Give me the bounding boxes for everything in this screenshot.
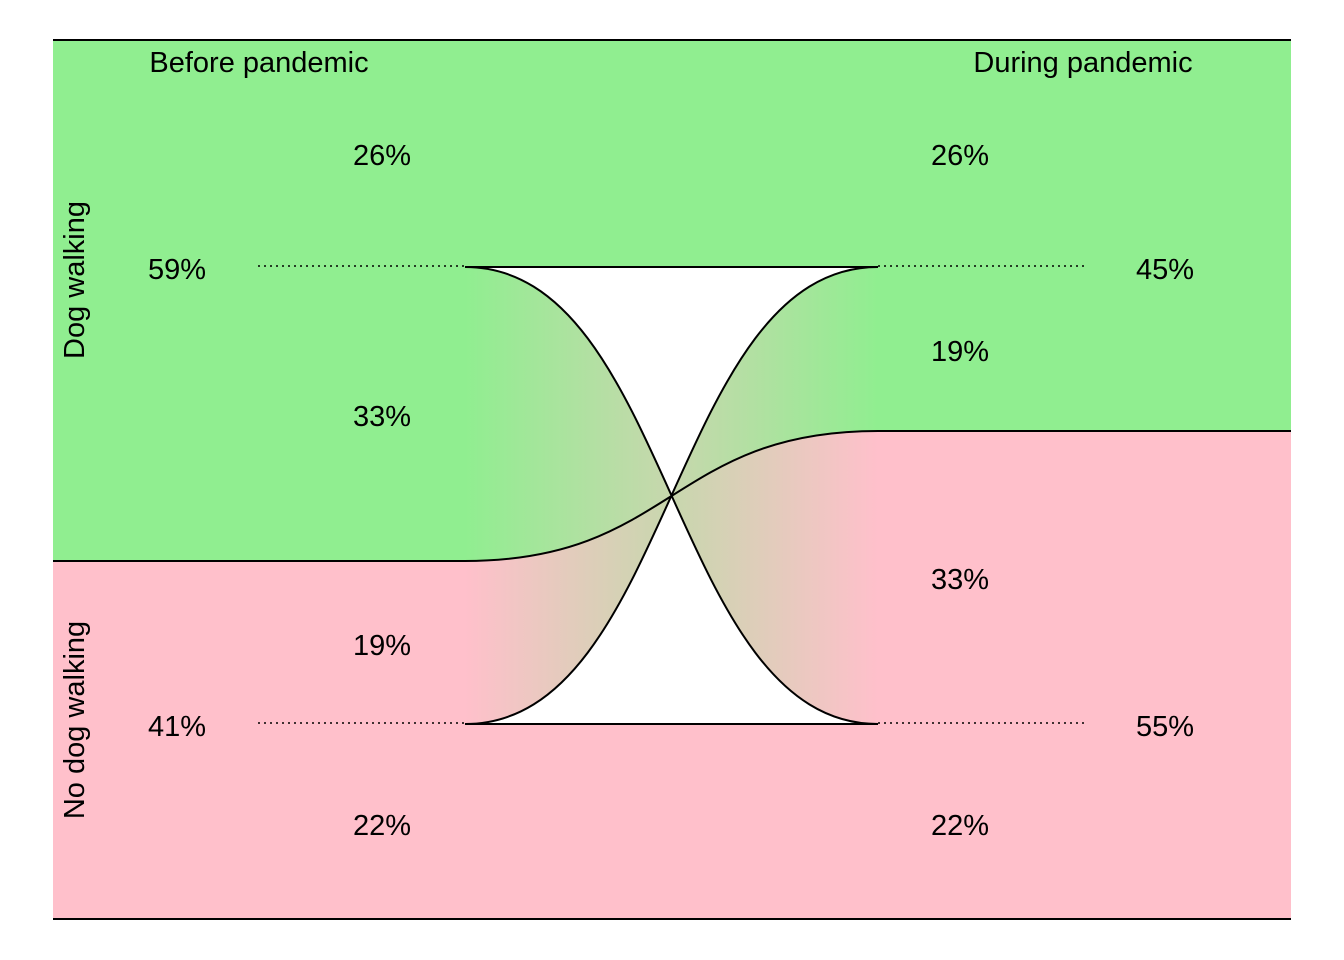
- flow-nd-right-label: 19%: [931, 336, 989, 368]
- row-label-no-dog-walking: No dog walking: [59, 621, 91, 819]
- during-nodog-band: [878, 431, 1291, 919]
- during-dog-total: 45%: [1136, 254, 1194, 286]
- during-nodog-total: 55%: [1136, 711, 1194, 743]
- before-dog-band: [53, 40, 465, 561]
- col-before-header: Before pandemic: [149, 47, 368, 79]
- flow-dd-right-label: 26%: [931, 140, 989, 172]
- flow-nn-left-label: 22%: [353, 810, 411, 842]
- flow-nd-left-label: 19%: [353, 630, 411, 662]
- flow-dn-left-label: 33%: [353, 401, 411, 433]
- flow-dd-left-label: 26%: [353, 140, 411, 172]
- flow-nn-right-label: 22%: [931, 810, 989, 842]
- during-dog-band: [878, 40, 1291, 431]
- before-nodog-band: [53, 561, 465, 919]
- before-dog-total: 59%: [148, 254, 206, 286]
- stay-nodog-band: [465, 724, 878, 919]
- stay-dog-band: [465, 40, 878, 267]
- col-during-header: During pandemic: [973, 47, 1192, 79]
- curve-nodog-to-dog-upper: [464, 266, 879, 725]
- before-nodog-total: 41%: [148, 711, 206, 743]
- flow-dn-right-label: 33%: [931, 564, 989, 596]
- row-label-dog-walking: Dog walking: [59, 201, 91, 359]
